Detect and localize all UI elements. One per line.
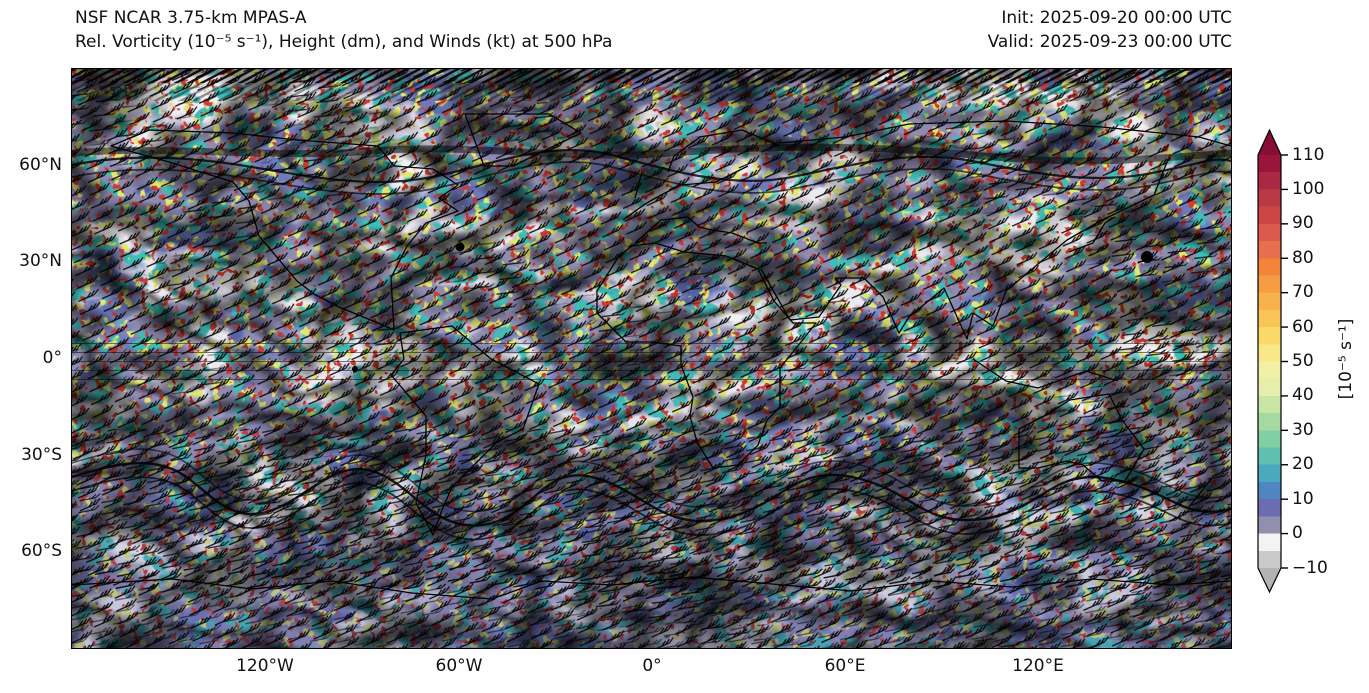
colorbar-tick-label: 40 xyxy=(1292,385,1314,406)
x-axis-tick-label: 60°E xyxy=(824,656,866,676)
figure-time-block: Init: 2025-09-20 00:00 UTC Valid: 2025-0… xyxy=(988,6,1232,54)
colorbar-tick-label: 30 xyxy=(1292,419,1314,440)
figure-title-block: NSF NCAR 3.75-km MPAS-A Rel. Vorticity (… xyxy=(75,6,612,54)
colorbar-tick-label: 100 xyxy=(1292,178,1325,199)
colorbar-arrow-down xyxy=(1258,568,1281,592)
y-axis-tick-label: 30°S xyxy=(21,444,62,465)
colorbar-tick-label: 50 xyxy=(1292,351,1314,371)
figure-title: NSF NCAR 3.75-km MPAS-A xyxy=(75,8,307,28)
contour-labels: 534 540 540 564 xyxy=(110,75,1102,495)
x-axis-tick-label: 120°W xyxy=(236,656,294,676)
contour-label: 540 xyxy=(231,475,247,496)
y-axis-tick-label: 30°N xyxy=(19,250,62,271)
colorbar-tick-label: 60 xyxy=(1292,316,1314,337)
y-axis-tick-label: 60°S xyxy=(21,540,62,561)
contour-label: 534 xyxy=(110,86,128,97)
colorbar-tick-label: 20 xyxy=(1292,454,1314,475)
y-axis-tick-label: 60°N xyxy=(19,154,62,175)
map-plot: 534 540 540 564 xyxy=(72,69,1231,648)
init-time-label: Init: 2025-09-20 00:00 UTC xyxy=(1001,8,1232,28)
colorbar-gradient xyxy=(1258,155,1281,568)
x-axis-tick-label: 0° xyxy=(642,656,662,676)
colorbar-tick-label: 70 xyxy=(1292,282,1314,303)
colorbar-tick-label: −10 xyxy=(1292,557,1328,578)
y-axis-tick-label: 0° xyxy=(42,347,62,368)
x-axis-tick-label: 60°W xyxy=(435,656,483,676)
valid-time-label: Valid: 2025-09-23 00:00 UTC xyxy=(987,32,1232,52)
colorbar-tick-label: 0 xyxy=(1292,523,1303,544)
colorbar-tick-label: 10 xyxy=(1292,488,1314,509)
colorbar-ticks xyxy=(1281,154,1288,569)
x-axis-tick-label: 120°E xyxy=(1012,656,1064,676)
wind-barb-layer xyxy=(72,69,1231,648)
contour-label: 540 xyxy=(1084,75,1102,86)
contour-label: 564 xyxy=(327,465,342,485)
figure-subtitle: Rel. Vorticity (10⁻⁵ s⁻¹), Height (dm), … xyxy=(75,32,613,52)
map-canvas: 534 540 540 564 xyxy=(71,68,1232,649)
colorbar xyxy=(1257,128,1288,594)
colorbar-arrow-up xyxy=(1258,130,1281,155)
colorbar-tick-label: 110 xyxy=(1292,144,1325,165)
jet-stream-contours xyxy=(72,143,1231,541)
vortex-dots xyxy=(352,242,1153,372)
colorbar-tick-label: 80 xyxy=(1292,247,1314,268)
colorbar-tick-label: 90 xyxy=(1292,213,1314,234)
